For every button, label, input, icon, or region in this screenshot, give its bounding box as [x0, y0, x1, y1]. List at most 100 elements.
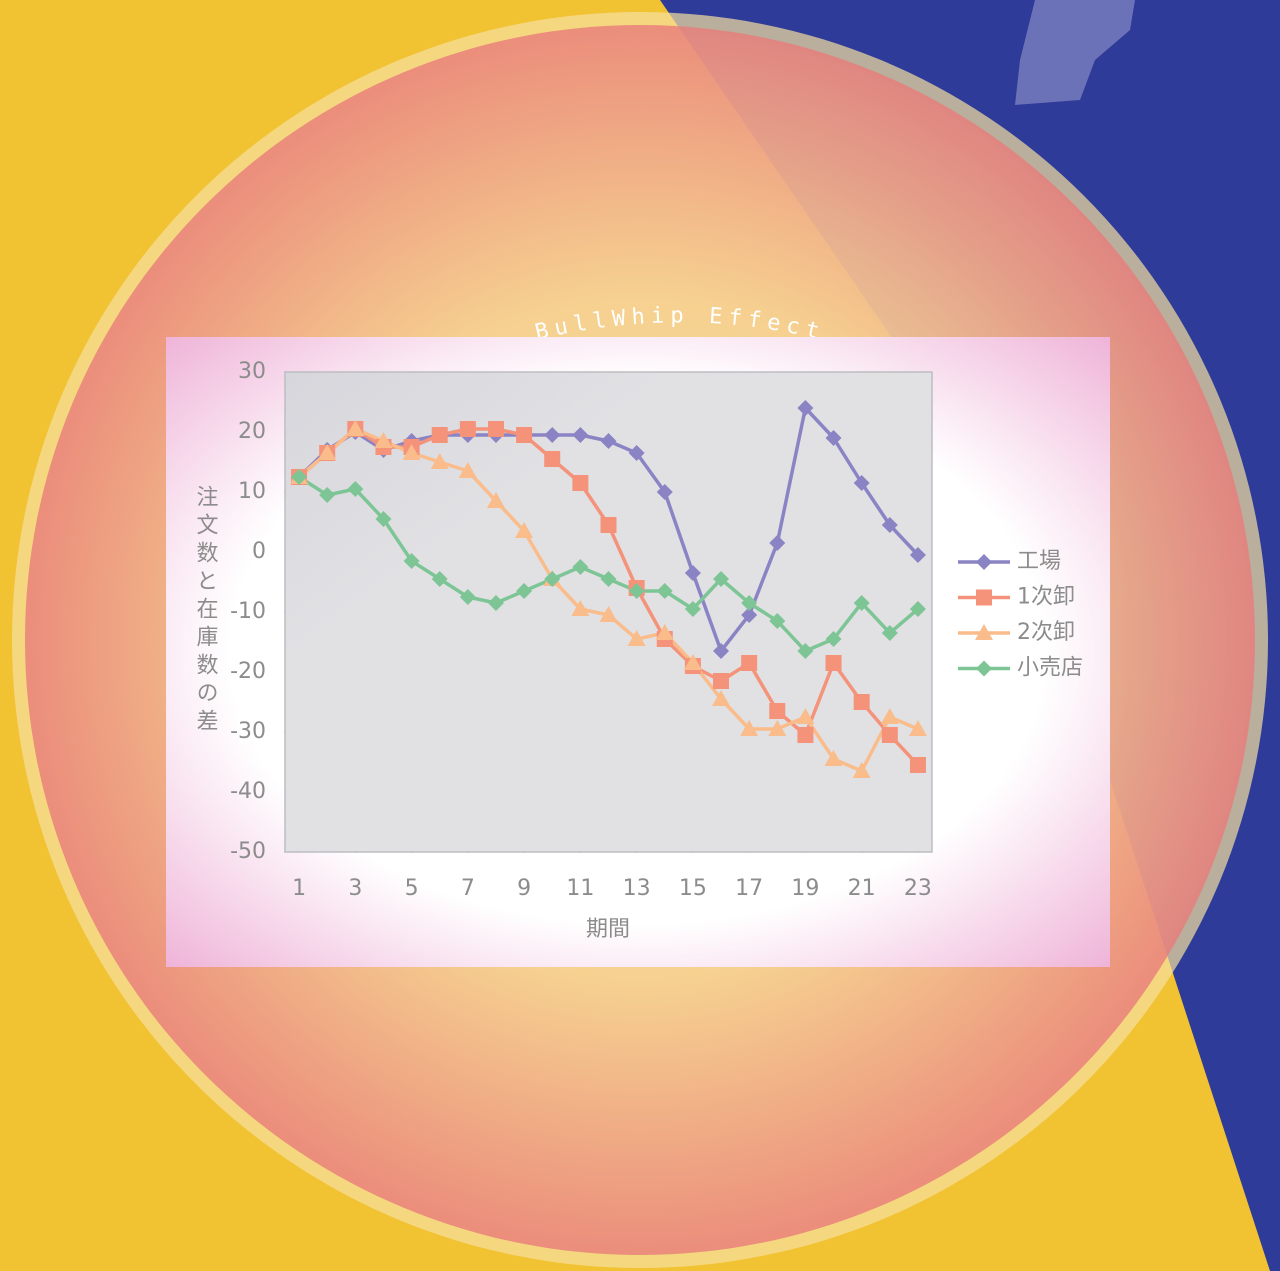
data-point [797, 400, 814, 416]
legend-label: 工場 [1017, 549, 1061, 574]
y-tick-label: -10 [230, 599, 266, 624]
data-point [627, 630, 646, 646]
y-tick-label: -30 [230, 719, 266, 744]
data-point [600, 433, 617, 449]
data-point [684, 601, 701, 617]
data-point [515, 522, 534, 538]
data-point [741, 595, 758, 611]
data-point [852, 762, 871, 778]
data-point [544, 451, 561, 467]
data-point [459, 589, 476, 605]
data-point [741, 655, 758, 671]
data-point [909, 757, 926, 773]
data-point [683, 654, 702, 670]
data-point [346, 420, 365, 436]
decor [1015, 0, 1135, 105]
x-tick-label: 13 [623, 876, 651, 901]
legend-marker [976, 589, 992, 606]
data-point [656, 484, 673, 500]
y-axis-label: 注文数と在庫数の差 [193, 485, 219, 737]
data-point [600, 517, 617, 533]
data-point [544, 571, 561, 587]
data-point [768, 720, 787, 736]
data-point [713, 571, 730, 587]
data-point [347, 481, 364, 497]
data-point [459, 421, 476, 437]
data-point [487, 421, 504, 437]
x-tick-label: 19 [791, 876, 819, 901]
data-point [880, 708, 899, 724]
data-point [909, 547, 926, 563]
data-point [797, 727, 814, 743]
data-point [291, 469, 308, 485]
y-tick-label: 30 [238, 359, 266, 384]
data-point [599, 606, 618, 622]
data-point [881, 517, 898, 533]
x-tick-label: 23 [904, 876, 932, 901]
y-tick-label: -50 [230, 839, 266, 864]
data-point [881, 625, 898, 641]
legend-marker [975, 624, 993, 640]
x-tick-label: 21 [848, 876, 876, 901]
data-point [769, 535, 786, 551]
data-point [853, 475, 870, 491]
data-point [881, 727, 898, 743]
legend-label: 1次卸 [1017, 585, 1075, 610]
legend-label: 2次卸 [1017, 620, 1075, 645]
data-point [655, 624, 674, 640]
data-point [402, 444, 421, 460]
data-point [516, 583, 533, 599]
data-point [825, 430, 842, 446]
x-tick-label: 7 [461, 876, 475, 901]
data-point [825, 631, 842, 647]
data-point [516, 427, 533, 443]
data-point [319, 487, 336, 503]
y-tick-label: 20 [238, 419, 266, 444]
data-point [684, 565, 701, 581]
x-tick-label: 9 [517, 876, 531, 901]
data-point [853, 595, 870, 611]
data-point [628, 583, 645, 599]
data-point [430, 453, 449, 469]
data-point [797, 643, 814, 659]
data-point [740, 720, 759, 736]
y-tick-label: -40 [230, 779, 266, 804]
legend-label: 小売店 [1017, 656, 1083, 681]
data-point [318, 444, 337, 460]
y-tick-label: 0 [252, 539, 266, 564]
data-point [487, 595, 504, 611]
data-point [600, 571, 617, 587]
data-point [628, 445, 645, 461]
data-point [796, 708, 815, 724]
data-point [431, 571, 448, 587]
x-tick-label: 11 [566, 876, 594, 901]
data-point [713, 673, 730, 689]
data-point [544, 427, 561, 443]
data-point [572, 427, 589, 443]
y-tick-label: 10 [238, 479, 266, 504]
legend-marker [976, 554, 992, 570]
data-point [825, 655, 842, 671]
data-point [656, 583, 673, 599]
data-point [571, 600, 590, 616]
legend-marker [976, 660, 992, 677]
data-point [853, 694, 870, 710]
x-tick-label: 3 [348, 876, 362, 901]
data-point [572, 559, 589, 575]
x-tick-label: 17 [735, 876, 763, 901]
data-point [374, 432, 393, 448]
data-point [713, 643, 730, 659]
x-tick-label: 5 [405, 876, 419, 901]
data-point [375, 511, 392, 527]
data-point [431, 427, 448, 443]
data-point [458, 462, 477, 478]
y-tick-label: -20 [230, 659, 266, 684]
data-point [824, 750, 843, 766]
data-point [486, 492, 505, 508]
data-point [769, 703, 786, 719]
data-point [572, 475, 589, 491]
data-point [909, 601, 926, 617]
data-point [712, 690, 731, 706]
